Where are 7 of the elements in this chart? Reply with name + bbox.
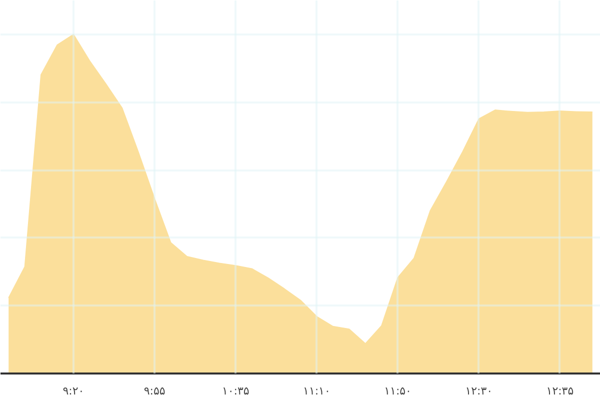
x-tick-label: ۹:۵۵ <box>144 384 166 398</box>
x-tick-label: ۱۱:۱۰ <box>303 384 330 398</box>
x-tick-label: ۱۱:۵۰ <box>384 384 412 398</box>
x-tick-label: ۹:۲۰ <box>62 384 84 398</box>
x-tick-label: ۱۲:۳۰ <box>465 384 493 398</box>
x-tick-label: ۱۲:۳۵ <box>546 384 574 398</box>
x-tick-label: ۱۰:۳۵ <box>222 384 250 398</box>
